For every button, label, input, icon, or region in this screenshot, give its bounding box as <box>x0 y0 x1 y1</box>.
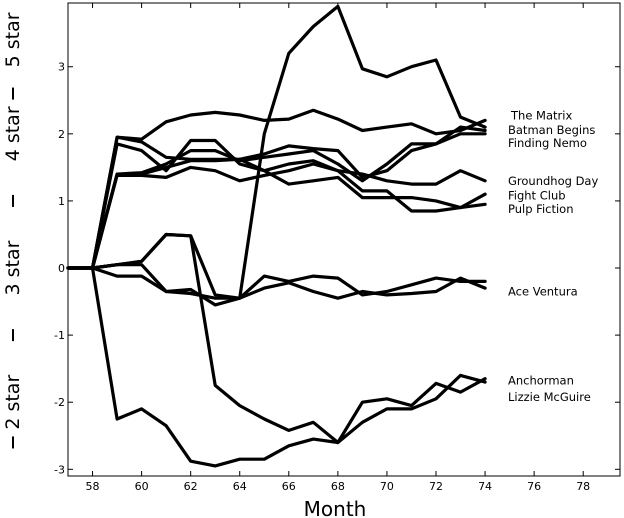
series-label: The Matrix <box>510 109 572 123</box>
y-tick-label: -3 <box>54 463 65 476</box>
y-tick-label: -1 <box>54 329 65 342</box>
series-line-4 <box>66 138 487 270</box>
x-tick-label: 74 <box>478 480 492 493</box>
series-label: Groundhog Day <box>508 174 598 188</box>
x-axis-title: Month <box>304 497 367 518</box>
series-label: Lizzie McGuire <box>508 390 591 404</box>
series-label: Anchorman <box>508 374 574 388</box>
x-tick-label: 58 <box>86 480 100 493</box>
y-tick-label: 1 <box>58 195 65 208</box>
series-label: Pulp Fiction <box>508 202 574 216</box>
series-line-7 <box>66 266 487 468</box>
star-label: 2 star <box>2 375 24 430</box>
y-tick-label: 0 <box>58 262 65 275</box>
series-line-3 <box>66 162 487 270</box>
axis-ticks: 58 60 62 64 66 68 70 72 74 76 78 -3 -2 -1 0 1 2 3 <box>54 3 620 493</box>
x-tick-label: 60 <box>135 480 149 493</box>
x-tick-label: 76 <box>527 480 541 493</box>
star-label: 4 star <box>2 106 24 161</box>
star-label: 5 star <box>2 12 24 67</box>
x-tick-label: 68 <box>331 480 345 493</box>
x-tick-label: 72 <box>429 480 443 493</box>
series-label: Ace Ventura <box>508 284 578 298</box>
series-label: Fight Club <box>508 189 566 203</box>
plot-frame <box>67 2 621 477</box>
series-line-0 <box>66 108 487 270</box>
series-label: Batman Begins <box>508 123 595 137</box>
series-label: Finding Nemo <box>508 136 587 150</box>
x-tick-label: 66 <box>282 480 296 493</box>
star-label: 3 star <box>2 240 24 295</box>
series-line-6 <box>66 266 487 300</box>
y-tick-label: -2 <box>54 396 65 409</box>
series-line-5 <box>66 157 487 270</box>
x-tick-label: 70 <box>380 480 394 493</box>
y-tick-label: 2 <box>58 128 65 141</box>
x-tick-label: 64 <box>233 480 247 493</box>
series-lines <box>66 4 487 468</box>
x-tick-label: 62 <box>184 480 198 493</box>
series-line-10 <box>66 4 487 300</box>
y-tick-label: 3 <box>58 61 65 74</box>
series-line-2 <box>66 132 487 270</box>
star-rating-axis: 2 star 3 star 4 star 5 star <box>2 12 24 449</box>
series-line-8 <box>66 263 487 307</box>
x-tick-label: 78 <box>576 480 590 493</box>
